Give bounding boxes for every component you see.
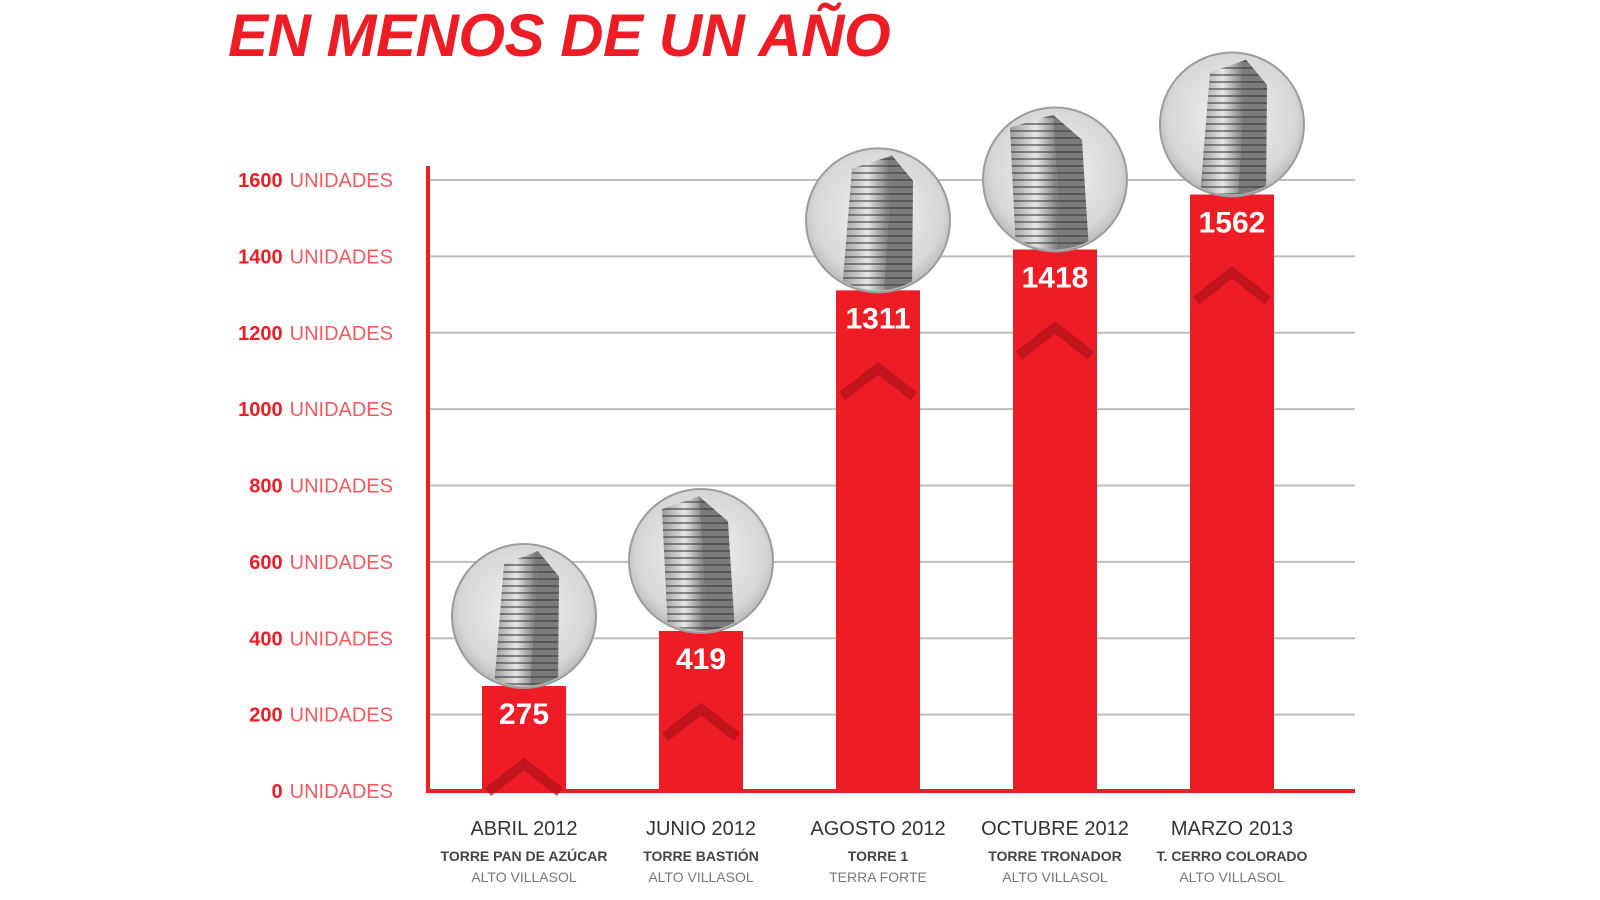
category-tower: T. CERRO COLORADO: [1157, 848, 1308, 864]
category-project: ALTO VILLASOL: [1179, 869, 1285, 885]
y-tick-label: 800 UNIDADES: [249, 476, 393, 498]
y-tick-unit: UNIDADES: [290, 781, 393, 803]
building-icon: [451, 542, 597, 689]
category-project: ALTO VILLASOL: [648, 869, 754, 885]
y-tick-value: 1600: [238, 170, 283, 192]
y-tick-label: 1600 UNIDADES: [238, 170, 393, 192]
bar: [1013, 249, 1097, 792]
y-tick-unit: UNIDADES: [290, 399, 393, 421]
category-tower: TORRE 1: [848, 848, 909, 864]
y-tick-unit: UNIDADES: [290, 705, 393, 727]
category-project: ALTO VILLASOL: [1002, 869, 1108, 885]
y-tick-label: 400 UNIDADES: [249, 628, 393, 650]
y-tick-value: 400: [249, 628, 282, 650]
y-tick-value: 1200: [238, 323, 283, 345]
bar-value-label: 1311: [845, 302, 910, 335]
building-icon: [1159, 51, 1305, 198]
category-date: AGOSTO 2012: [810, 818, 945, 840]
bar: [482, 685, 566, 791]
bar-value-label: 1562: [1199, 207, 1266, 240]
chevron-up-icon: [1192, 266, 1272, 305]
y-tick-label: 200 UNIDADES: [249, 705, 393, 727]
x-axis-labels: ABRIL 2012 TORRE PAN DE AZÚCAR ALTO VILLAS…: [441, 818, 1308, 885]
bar-value-label: 419: [676, 643, 726, 676]
y-tick-label: 0 UNIDADES: [272, 781, 393, 803]
y-tick-value: 600: [249, 552, 282, 574]
x-category-label: AGOSTO 2012 TORRE 1 TERRA FORTE: [810, 818, 945, 885]
category-tower: TORRE PAN DE AZÚCAR: [441, 847, 608, 864]
bar-value-label: 275: [499, 698, 549, 731]
y-tick-label: 1000 UNIDADES: [238, 399, 393, 421]
category-project: ALTO VILLASOL: [471, 869, 577, 885]
y-tick-value: 0: [272, 781, 283, 803]
chevron-up-icon: [1015, 321, 1095, 360]
chevron-up-icon: [661, 702, 741, 741]
x-category-label: MARZO 2013 T. CERRO COLORADO ALTO VILLASOL: [1157, 818, 1308, 885]
bar-value-label: 1418: [1022, 262, 1089, 295]
y-tick-label: 1400 UNIDADES: [238, 246, 393, 268]
category-date: MARZO 2013: [1171, 818, 1293, 840]
bar-group: 1418: [982, 106, 1128, 792]
bar-group: 1562: [1159, 51, 1305, 792]
chevron-up-icon: [484, 757, 564, 796]
building-icon: [805, 147, 951, 294]
category-tower: TORRE BASTIÓN: [643, 847, 759, 864]
y-tick-value: 800: [249, 476, 282, 498]
y-tick-value: 200: [249, 705, 282, 727]
building-icon: [982, 106, 1128, 253]
y-tick-unit: UNIDADES: [290, 628, 393, 650]
bar-group: 1311: [805, 147, 951, 791]
building-icon: [628, 487, 774, 634]
y-tick-unit: UNIDADES: [290, 552, 393, 574]
y-tick-label: 600 UNIDADES: [249, 552, 393, 574]
x-category-label: ABRIL 2012 TORRE PAN DE AZÚCAR ALTO VILLAS…: [441, 818, 608, 885]
chart-title: EN MENOS DE UN AÑO: [228, 2, 891, 69]
category-date: ABRIL 2012: [470, 818, 577, 840]
y-tick-unit: UNIDADES: [290, 323, 393, 345]
category-tower: TORRE TRONADOR: [988, 848, 1122, 864]
y-tick-value: 1400: [238, 246, 283, 268]
bar: [1190, 194, 1274, 792]
x-category-label: OCTUBRE 2012 TORRE TRONADOR ALTO VILLASOL: [981, 818, 1129, 885]
y-tick-label: 1200 UNIDADES: [238, 323, 393, 345]
y-tick-unit: UNIDADES: [290, 246, 393, 268]
y-tick-value: 1000: [238, 399, 283, 421]
bar-group: 275: [451, 542, 597, 796]
x-category-label: JUNIO 2012 TORRE BASTIÓN ALTO VILLASOL: [643, 818, 759, 885]
y-tick-unit: UNIDADES: [290, 170, 393, 192]
category-project: TERRA FORTE: [829, 869, 927, 885]
category-date: JUNIO 2012: [646, 818, 756, 840]
category-date: OCTUBRE 2012: [981, 818, 1129, 840]
y-tick-unit: UNIDADES: [290, 476, 393, 498]
bar-group: 419: [628, 487, 774, 791]
chevron-up-icon: [838, 362, 918, 401]
bars: 275 419 1311 1418 1562: [451, 51, 1305, 796]
